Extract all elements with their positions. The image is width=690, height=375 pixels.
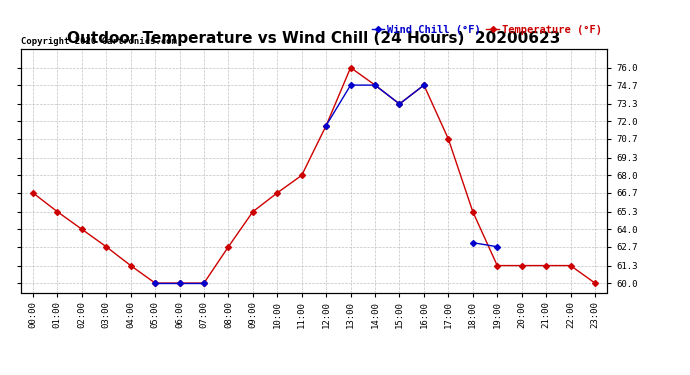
Title: Outdoor Temperature vs Wind Chill (24 Hours)  20200623: Outdoor Temperature vs Wind Chill (24 Ho… [67, 31, 561, 46]
Text: Copyright 2020 Cartronics.com: Copyright 2020 Cartronics.com [21, 38, 177, 46]
Legend: Wind Chill (°F), Temperature (°F): Wind Chill (°F), Temperature (°F) [372, 25, 602, 35]
